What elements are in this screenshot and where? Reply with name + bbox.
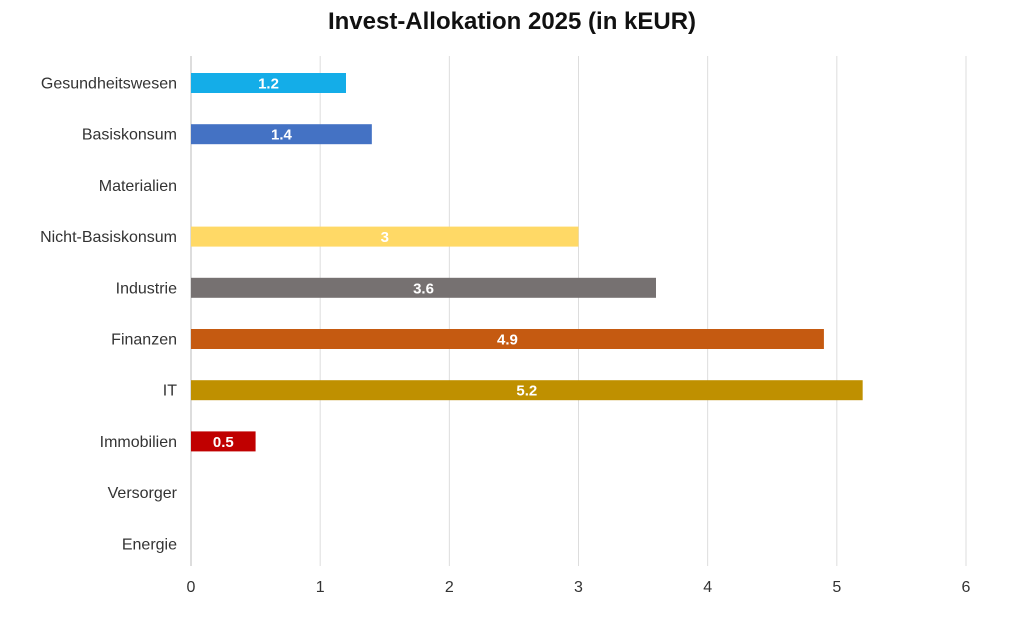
- category-label-finanzen: Finanzen: [111, 332, 177, 349]
- x-tick-label-2: 2: [445, 579, 454, 596]
- category-label-industrie: Industrie: [116, 280, 177, 297]
- category-label-it: IT: [163, 383, 177, 400]
- category-label-nicht-basiskonsum: Nicht-Basiskonsum: [40, 229, 177, 246]
- bar-basiskonsum: [191, 124, 372, 145]
- bar-immobilien: [191, 431, 256, 452]
- category-label-energie: Energie: [122, 536, 177, 553]
- x-tick-label-6: 6: [962, 579, 971, 596]
- data-label-it: 5.2: [516, 383, 537, 400]
- x-tick-label-1: 1: [316, 579, 325, 596]
- x-tick-label-5: 5: [832, 579, 841, 596]
- category-label-gesundheitswesen: Gesundheitswesen: [41, 76, 177, 93]
- bar-gesundheitswesen: [191, 73, 346, 93]
- category-label-immobilien: Immobilien: [100, 434, 177, 451]
- category-label-versorger: Versorger: [108, 485, 178, 502]
- bar-nicht-basiskonsum: [191, 226, 579, 247]
- x-tick-label-4: 4: [703, 579, 712, 596]
- x-tick-label-0: 0: [187, 579, 196, 596]
- data-label-nicht-basiskonsum: 3: [381, 229, 389, 246]
- chart-title: Invest-Allokation 2025 (in kEUR): [327, 8, 697, 35]
- data-label-finanzen: 4.9: [497, 332, 518, 349]
- data-label-basiskonsum: 1.4: [271, 127, 293, 144]
- data-label-industrie: 3.6: [413, 280, 434, 297]
- x-tick-label-3: 3: [574, 579, 583, 596]
- bar-it: [191, 380, 863, 401]
- bar-finanzen: [191, 329, 824, 349]
- category-label-materialien: Materialien: [99, 178, 177, 195]
- data-label-gesundheitswesen: 1.2: [258, 76, 279, 93]
- category-label-basiskonsum: Basiskonsum: [82, 127, 177, 144]
- bar-industrie: [191, 277, 656, 298]
- data-label-immobilien: 0.5: [213, 434, 234, 451]
